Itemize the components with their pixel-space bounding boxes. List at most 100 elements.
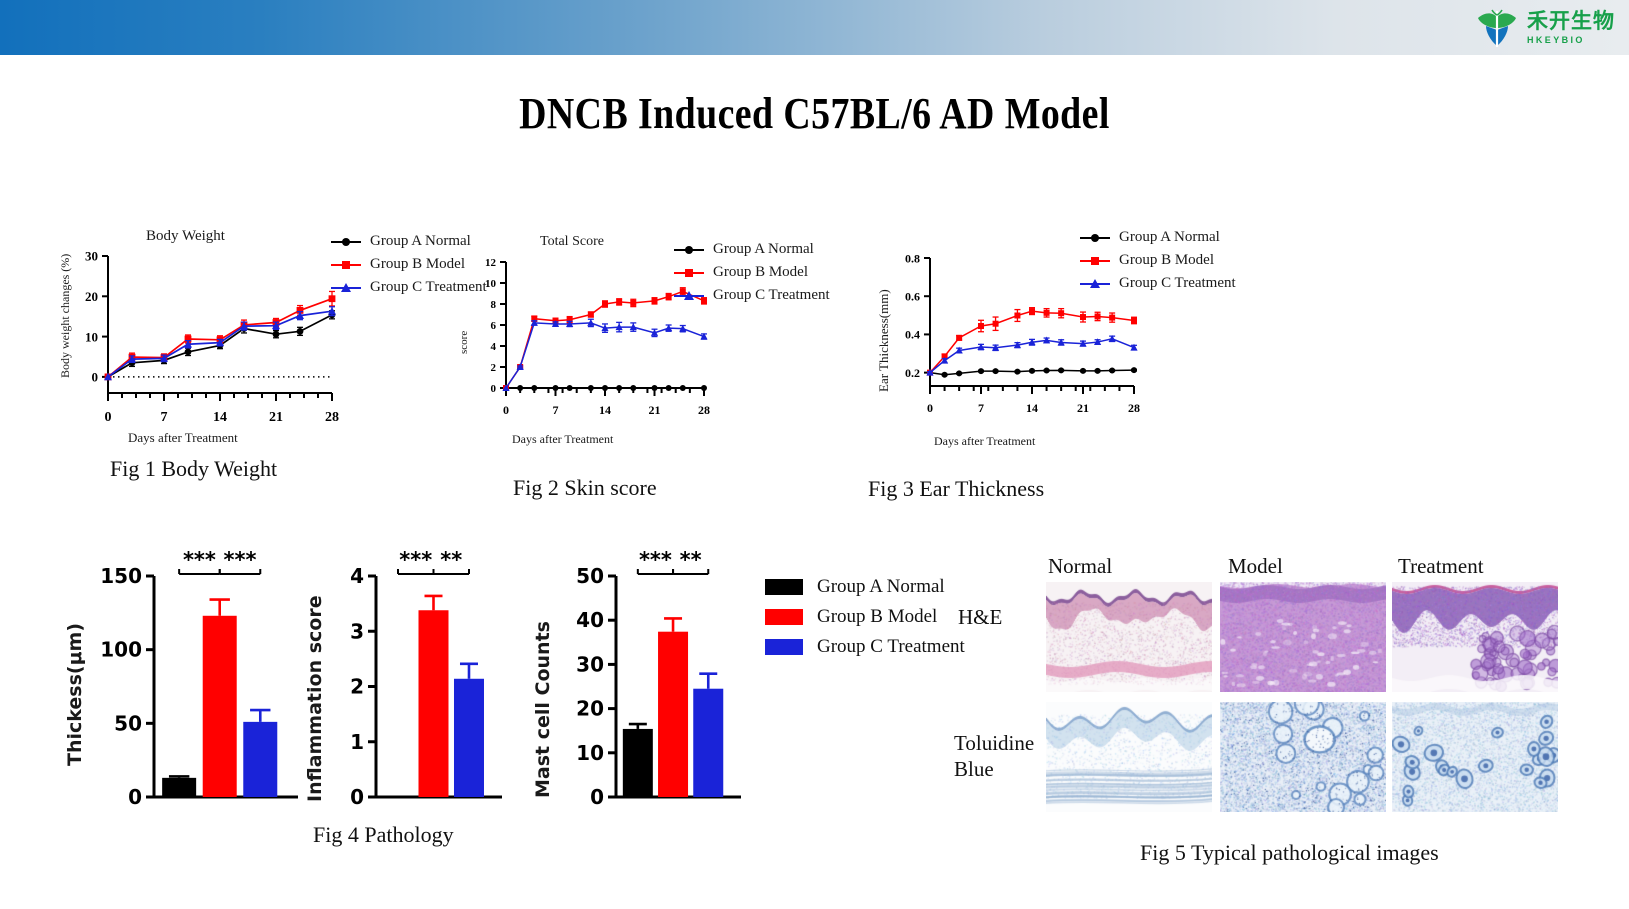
svg-text:***: *** — [183, 548, 216, 572]
fig3-plot-area: 0.2 0.4 0.6 0.8 0 7 14 21 28 — [905, 251, 1140, 415]
fig1-legend: Group A Normal Group B Model Group C Tre… — [331, 230, 487, 299]
legend-item-group-a: Group A Normal — [331, 230, 487, 253]
figure-5-histology: Normal Model Treatment H&E Toluidine Blu… — [940, 550, 1580, 850]
line-marker-circle-icon — [331, 235, 361, 249]
svg-text:***: *** — [639, 548, 672, 572]
svg-text:0: 0 — [503, 403, 509, 417]
hist-image-tb-model — [1220, 702, 1386, 812]
svg-text:4: 4 — [350, 564, 364, 588]
svg-text:150: 150 — [100, 564, 142, 588]
hist-column-treatment: Treatment — [1398, 554, 1484, 578]
legend-label-group-b: Group B Model — [817, 606, 938, 627]
figure-1-body-weight: Body Weight Body weight changes (%) Days… — [48, 226, 487, 456]
legend-label-group-a: Group A Normal — [1119, 229, 1220, 245]
svg-text:0.8: 0.8 — [905, 251, 920, 265]
logo-english-name: HKEYBIO — [1527, 35, 1585, 45]
svg-text:4: 4 — [491, 341, 497, 353]
svg-text:3: 3 — [350, 619, 364, 643]
svg-text:0.4: 0.4 — [905, 328, 920, 342]
svg-text:40: 40 — [576, 608, 604, 632]
hist-row-toluidine-line1: Toluidine — [954, 731, 1035, 755]
legend-item-group-b: Group B Model — [1080, 249, 1236, 272]
fig2-y-axis-label: score — [458, 330, 470, 354]
fig2-caption: Fig 2 Skin score — [513, 475, 657, 500]
line-marker-triangle-icon — [1080, 277, 1110, 291]
fig2-x-axis-label: Days after Treatment — [512, 432, 614, 446]
svg-text:***: *** — [224, 548, 257, 572]
line-marker-square-icon — [1080, 254, 1110, 268]
svg-text:10: 10 — [576, 741, 604, 765]
hist-image-he-treatment — [1392, 582, 1558, 692]
legend-label-group-b: Group B Model — [370, 256, 465, 272]
fig2-legend: Group A Normal Group B Model Group C Tre… — [674, 238, 830, 307]
svg-text:0: 0 — [92, 370, 99, 385]
figure-3-ear-thickness: Ear Thickness(mm) Days after Treatment 0… — [862, 226, 1292, 456]
svg-text:20: 20 — [85, 289, 98, 304]
legend-label-group-a: Group A Normal — [370, 233, 471, 249]
svg-text:20: 20 — [576, 697, 604, 721]
fig3-caption: Fig 3 Ear Thickness — [868, 476, 1045, 501]
hist-column-model: Model — [1228, 554, 1283, 578]
figure-4a-thickness: Thickess(μm) 0 50 100 150 *** *** — [60, 548, 310, 810]
fig1-y-axis-label: Body weight changes (%) — [58, 253, 72, 378]
legend-item-group-b: Group B Model — [331, 253, 487, 276]
svg-text:2: 2 — [350, 675, 364, 699]
svg-text:21: 21 — [1077, 401, 1089, 415]
svg-text:30: 30 — [85, 249, 98, 264]
svg-text:0: 0 — [491, 383, 497, 395]
svg-text:21: 21 — [649, 403, 661, 417]
svg-text:10: 10 — [85, 329, 98, 344]
svg-text:2: 2 — [491, 362, 497, 374]
svg-text:7: 7 — [161, 410, 168, 425]
svg-text:14: 14 — [213, 410, 227, 425]
svg-text:28: 28 — [1128, 401, 1140, 415]
fig2-plot-area: 0 2 4 6 8 10 12 0 7 14 21 28 — [485, 257, 710, 417]
svg-text:1: 1 — [350, 730, 364, 754]
legend-item-group-c: Group C Treatment — [331, 276, 487, 299]
svg-text:0: 0 — [128, 785, 142, 809]
logo-chinese-name: 禾开生物 — [1527, 9, 1615, 33]
figure-4c-mast-cells: Mast cell Counts 0 10 20 30 40 50 *** ** — [528, 548, 743, 810]
legend-swatch-group-b — [765, 609, 803, 625]
legend-label-group-a: Group A Normal — [713, 241, 814, 257]
hist-image-he-normal — [1046, 582, 1212, 692]
svg-text:0: 0 — [927, 401, 933, 415]
legend-label-group-c: Group C Treatment — [713, 287, 830, 303]
fig4b-y-axis-label: Inflammation score — [304, 595, 326, 802]
fig3-legend: Group A Normal Group B Model Group C Tre… — [1080, 226, 1236, 295]
hist-image-tb-normal — [1046, 702, 1212, 812]
legend-item-group-a: Group A Normal — [674, 238, 830, 261]
logo-text: 禾开生物 HKEYBIO — [1527, 11, 1615, 45]
svg-text:28: 28 — [698, 403, 710, 417]
figure-2-skin-score: Total Score score Days after Treatment 0… — [452, 226, 872, 456]
figure-4b-inflammation: Inflammation score 0 1 2 3 4 *** ** — [300, 548, 510, 810]
svg-text:100: 100 — [100, 638, 142, 662]
fig4a-y-axis-label: Thickess(μm) — [64, 622, 86, 766]
fig3-y-axis-label: Ear Thickness(mm) — [876, 289, 891, 392]
fig4c-y-axis-label: Mast cell Counts — [532, 621, 554, 798]
svg-text:8: 8 — [491, 299, 497, 311]
svg-text:10: 10 — [485, 278, 497, 290]
legend-item-group-a: Group A Normal — [765, 572, 965, 602]
hkeybio-logo: 禾开生物 HKEYBIO — [1474, 5, 1615, 51]
line-marker-circle-icon — [1080, 231, 1110, 245]
svg-text:7: 7 — [553, 403, 559, 417]
fig3-x-axis-label: Days after Treatment — [934, 434, 1036, 448]
legend-swatch-group-a — [765, 579, 803, 595]
legend-item-group-c: Group C Treatment — [1080, 272, 1236, 295]
legend-label-group-b: Group B Model — [1119, 252, 1214, 268]
legend-swatch-group-c — [765, 639, 803, 655]
fig1-caption: Fig 1 Body Weight — [110, 456, 278, 481]
line-marker-square-icon — [331, 258, 361, 272]
svg-text:0.6: 0.6 — [905, 290, 920, 304]
svg-text:0.2: 0.2 — [905, 366, 920, 380]
svg-text:***: *** — [399, 548, 432, 572]
svg-text:50: 50 — [576, 564, 604, 588]
line-marker-square-icon — [674, 266, 704, 280]
fig4-caption: Fig 4 Pathology — [313, 822, 454, 847]
line-marker-circle-icon — [674, 243, 704, 257]
fig1-plot-area: 0 10 20 30 0 7 14 21 28 — [85, 249, 339, 425]
legend-item-group-a: Group A Normal — [1080, 226, 1236, 249]
